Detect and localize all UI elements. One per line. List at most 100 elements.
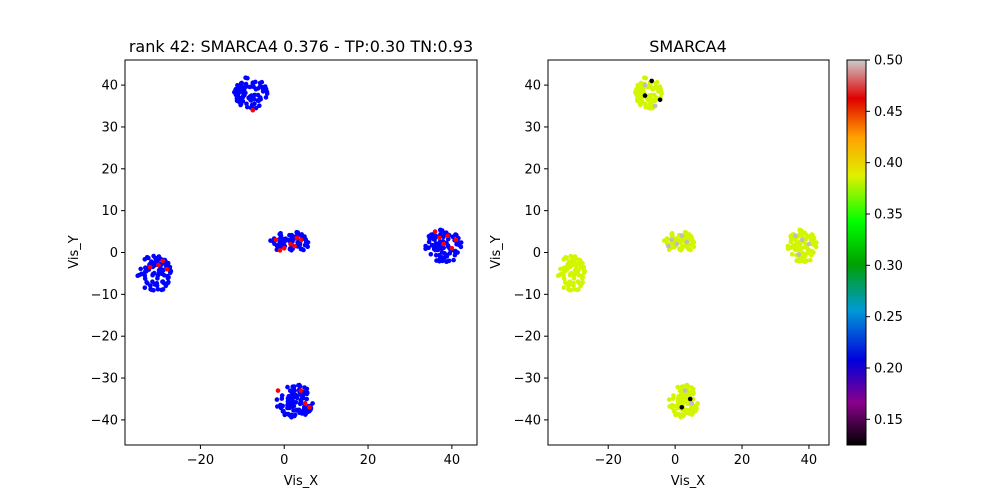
right-point-s0-c3 bbox=[802, 254, 808, 259]
left-point-s0-c0 bbox=[264, 91, 270, 96]
right-point-s2 bbox=[642, 93, 648, 98]
left-point-s0-c0 bbox=[238, 102, 243, 108]
right-point-s0-c0 bbox=[656, 89, 661, 94]
left-ticks: −20 0 20 40 −40 −30 −20 −10 0 10 20 30 40 bbox=[91, 79, 461, 468]
left-point-s0-c4 bbox=[299, 411, 305, 416]
left-point-s0-c4 bbox=[291, 403, 297, 409]
left-point-s0-c4 bbox=[285, 405, 290, 411]
left-point-s1 bbox=[298, 237, 304, 243]
right-point-s0-c3 bbox=[808, 257, 813, 263]
right-point-s0-c1 bbox=[575, 279, 581, 285]
left-point-s1 bbox=[275, 388, 281, 393]
right-x-tick-label: −20 bbox=[594, 453, 621, 468]
left-point-s0-c4 bbox=[294, 395, 300, 401]
colorbar-tick-label: 0.30 bbox=[874, 259, 903, 274]
right-plot: SMARCA4 −20 0 20 40 −40 −30 −20 −10 0 10 20 30 40 Vi… bbox=[489, 37, 830, 489]
left-point-s0-c4 bbox=[292, 412, 298, 418]
right-point-s0-c0 bbox=[643, 104, 648, 110]
left-x-tick-label: 40 bbox=[444, 453, 461, 468]
right-point-s0-c1 bbox=[559, 271, 564, 277]
left-point-s0-c0 bbox=[251, 96, 257, 102]
left-point-s0-c4 bbox=[285, 411, 291, 417]
left-point-s1 bbox=[292, 243, 298, 249]
left-y-tick-label: 20 bbox=[101, 162, 118, 177]
right-point-s0-c1 bbox=[578, 263, 584, 268]
right-point-s0-c1 bbox=[582, 268, 587, 274]
colorbar-tick-label: 0.50 bbox=[874, 54, 903, 69]
right-point-s0-c3 bbox=[788, 245, 793, 250]
right-point-s0-c1 bbox=[574, 265, 579, 271]
left-point-s0-c0 bbox=[243, 90, 248, 96]
left-point-s1 bbox=[294, 235, 300, 241]
left-point-s0-c3 bbox=[441, 234, 446, 240]
right-point-s0-c2 bbox=[666, 247, 672, 252]
right-y-tick-label: 20 bbox=[524, 162, 541, 177]
left-point-s0-c3 bbox=[451, 257, 456, 263]
left-point-s1 bbox=[288, 241, 293, 247]
right-point-s0-c0 bbox=[647, 102, 652, 108]
right-point-s0-c3 bbox=[802, 259, 808, 264]
right-ticks: −20 0 20 40 −40 −30 −20 −10 0 10 20 30 40 bbox=[514, 79, 818, 468]
right-y-tick-label: −20 bbox=[514, 330, 541, 345]
left-point-s0-c3 bbox=[433, 253, 439, 258]
right-point-s0-c3 bbox=[791, 243, 797, 249]
right-point-s0-c4 bbox=[692, 403, 697, 409]
right-point-s0-c2 bbox=[678, 248, 684, 253]
colorbar: 0.15 0.20 0.25 0.30 0.35 0.40 0.45 0.50 bbox=[846, 54, 903, 446]
left-point-s0-c1 bbox=[155, 287, 161, 292]
right-point-s1 bbox=[642, 82, 648, 88]
left-point-s1 bbox=[298, 388, 304, 393]
right-point-s1 bbox=[793, 233, 798, 239]
right-point-s0-c1 bbox=[574, 256, 579, 262]
right-point-s0-c2 bbox=[682, 233, 688, 239]
right-point-s1 bbox=[682, 388, 688, 393]
right-y-tick-label: 30 bbox=[524, 120, 541, 135]
right-point-s0-c0 bbox=[654, 79, 660, 85]
left-point-s1 bbox=[281, 246, 287, 251]
left-point-s0-c3 bbox=[432, 237, 437, 242]
left-point-s0-c3 bbox=[426, 234, 432, 239]
right-point-s0-c1 bbox=[561, 276, 567, 281]
left-point-s0-c0 bbox=[260, 89, 266, 94]
right-point-s1 bbox=[669, 237, 675, 243]
left-point-s0-c2 bbox=[268, 238, 273, 243]
colorbar-gradient bbox=[846, 59, 867, 446]
left-point-s1 bbox=[453, 237, 459, 243]
left-point-s0-c1 bbox=[160, 279, 165, 285]
right-point-s0-c4 bbox=[675, 384, 680, 390]
right-point-s0-c0 bbox=[638, 97, 644, 102]
right-y-axis-label: Vis_Y bbox=[489, 235, 504, 268]
right-point-s1 bbox=[666, 243, 671, 249]
right-point-s0-c2 bbox=[682, 229, 688, 235]
left-point-s0-c4 bbox=[305, 390, 310, 396]
left-point-s0-c0 bbox=[235, 83, 240, 88]
right-point-s0-c1 bbox=[568, 288, 573, 293]
colorbar-tick-label: 0.45 bbox=[874, 105, 903, 120]
left-point-s0-c2 bbox=[294, 229, 300, 235]
left-point-layer bbox=[135, 75, 464, 420]
right-point-s0-c3 bbox=[797, 245, 802, 251]
left-point-s1 bbox=[277, 248, 283, 253]
left-point-s0-c0 bbox=[252, 92, 257, 98]
left-point-s0-c4 bbox=[293, 400, 299, 405]
left-point-s0-c0 bbox=[257, 96, 262, 102]
right-point-s0-c0 bbox=[635, 83, 641, 88]
right-point-s0-c3 bbox=[811, 235, 817, 241]
left-point-s0-c3 bbox=[433, 233, 438, 239]
left-point-s0-c3 bbox=[438, 227, 443, 233]
right-point-s1 bbox=[674, 241, 680, 247]
left-x-tick-label: 0 bbox=[280, 453, 288, 468]
right-point-s0-c0 bbox=[645, 97, 651, 102]
right-point-s0-c1 bbox=[558, 266, 563, 272]
right-point-s0-c1 bbox=[562, 267, 568, 273]
right-point-s0-c1 bbox=[571, 273, 577, 279]
colorbar-tick-label: 0.15 bbox=[874, 413, 903, 428]
left-point-s0-c3 bbox=[447, 251, 453, 256]
right-point-s0-c1 bbox=[580, 279, 585, 285]
left-point-s0-c4 bbox=[303, 410, 309, 415]
left-point-s0-c2 bbox=[295, 240, 300, 245]
right-point-s0-c4 bbox=[667, 404, 672, 409]
right-point-s0-c0 bbox=[653, 96, 658, 102]
left-chart-title: rank 42: SMARCA4 0.376 - TP:0.30 TN:0.93 bbox=[129, 37, 473, 56]
left-point-s0-c2 bbox=[280, 237, 286, 243]
